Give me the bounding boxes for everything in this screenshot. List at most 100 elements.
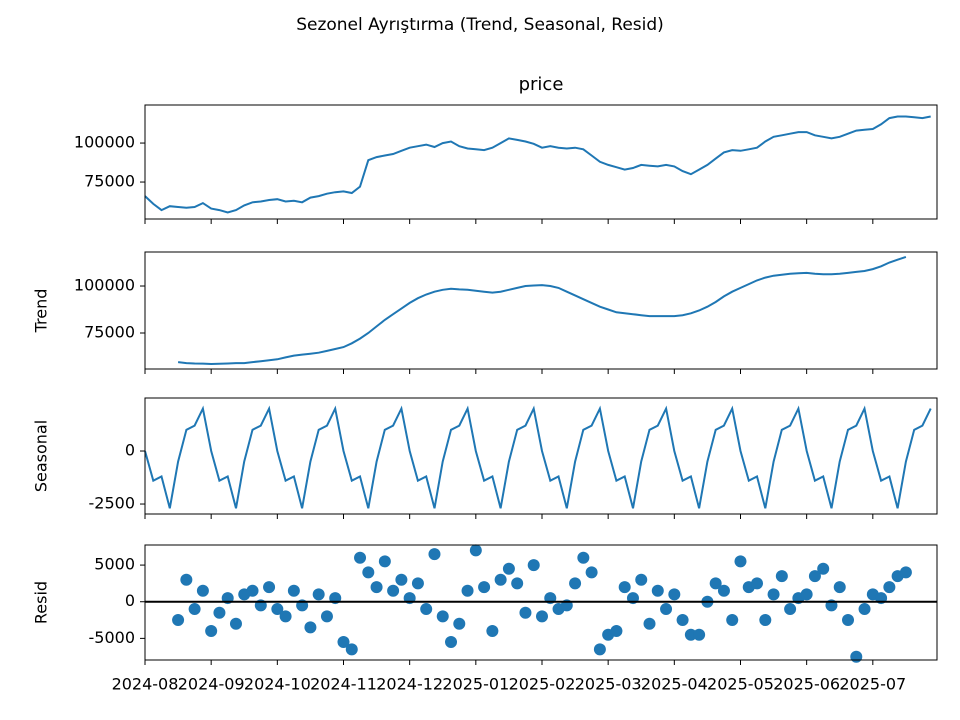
point: [751, 577, 764, 590]
point: [585, 566, 598, 579]
point: [651, 584, 664, 597]
point: [717, 584, 730, 597]
panel-frame: [144, 544, 938, 661]
point: [660, 603, 673, 616]
point: [726, 614, 739, 627]
x-tick-label: 2025-01: [442, 675, 509, 694]
point: [263, 581, 276, 594]
point: [511, 577, 524, 590]
series-line: [144, 115, 931, 214]
point: [370, 581, 383, 594]
point: [395, 573, 408, 586]
x-tick-label: 2024-10: [244, 675, 311, 694]
point: [668, 588, 681, 601]
point: [205, 625, 218, 638]
point: [535, 610, 548, 623]
point: [610, 625, 623, 638]
y-tick-label: 0: [125, 441, 135, 460]
point: [362, 566, 375, 579]
x-tick-label: 2024-11: [310, 675, 377, 694]
point: [709, 577, 722, 590]
point: [784, 603, 797, 616]
y-tick-label: 75000: [84, 172, 135, 191]
point: [172, 614, 185, 627]
point: [593, 643, 606, 656]
point: [842, 614, 855, 627]
x-tick-label: 2025-02: [509, 675, 576, 694]
x-tick-label: 2025-07: [839, 675, 906, 694]
point: [800, 588, 813, 601]
point: [345, 643, 358, 656]
series-line: [144, 405, 932, 509]
point: [577, 551, 590, 564]
point: [858, 603, 871, 616]
point: [287, 584, 300, 597]
y-axis-label: Trend: [32, 289, 51, 334]
point: [808, 570, 821, 583]
point: [883, 581, 896, 594]
point: [453, 617, 466, 630]
point: [817, 562, 830, 575]
point: [420, 603, 433, 616]
point: [188, 603, 201, 616]
point: [354, 551, 367, 564]
point: [618, 581, 631, 594]
y-tick-label: 100000: [74, 276, 135, 295]
point: [486, 625, 499, 638]
point: [635, 573, 648, 586]
y-tick-label: 0: [125, 591, 135, 610]
point: [569, 577, 582, 590]
point: [411, 577, 424, 590]
y-axis-label: Resid: [32, 581, 51, 624]
point: [519, 606, 532, 619]
x-tick-label: 2025-06: [773, 675, 840, 694]
point: [312, 588, 325, 601]
figure-title: Sezonel Ayrıştırma (Trend, Seasonal, Res…: [296, 15, 664, 35]
point: [759, 614, 772, 627]
point: [246, 584, 259, 597]
point: [304, 621, 317, 634]
y-axis-label: Seasonal: [32, 420, 51, 492]
y-tick-label: 100000: [74, 133, 135, 152]
point: [378, 555, 391, 568]
x-tick-label: 2025-03: [575, 675, 642, 694]
point: [494, 573, 507, 586]
point: [337, 636, 350, 649]
point: [899, 566, 912, 579]
x-tick-label: 2024-12: [376, 675, 443, 694]
y-tick-label: -5000: [89, 628, 136, 647]
y-tick-label: -2500: [89, 494, 136, 513]
point: [428, 548, 441, 561]
point: [229, 617, 242, 630]
point: [445, 636, 458, 649]
x-tick-label: 2025-05: [707, 675, 774, 694]
panel-title: price: [519, 74, 564, 95]
panel-frame: [144, 104, 938, 220]
point: [693, 628, 706, 641]
x-tick-label: 2025-04: [641, 675, 708, 694]
panel-frame: [144, 397, 938, 515]
point: [387, 584, 400, 597]
point: [320, 610, 333, 623]
point: [461, 584, 474, 597]
x-tick-label: 2024-09: [178, 675, 245, 694]
point: [196, 584, 209, 597]
point: [527, 559, 540, 572]
series-line: [177, 255, 907, 366]
point: [676, 614, 689, 627]
point: [213, 606, 226, 619]
point: [833, 581, 846, 594]
point: [775, 570, 788, 583]
point: [734, 555, 747, 568]
point: [279, 610, 292, 623]
y-tick-label: 5000: [94, 555, 135, 574]
point: [180, 573, 193, 586]
point: [643, 617, 656, 630]
point: [478, 581, 491, 594]
panel-frame: [144, 251, 938, 370]
point: [502, 562, 515, 575]
point: [684, 628, 697, 641]
x-tick-label: 2024-08: [112, 675, 179, 694]
